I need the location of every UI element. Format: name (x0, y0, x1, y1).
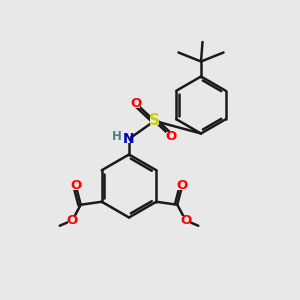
Text: O: O (67, 214, 78, 227)
Bar (177, 182, 186, 190)
Text: O: O (70, 179, 82, 192)
Bar (72, 182, 81, 190)
Text: N: N (123, 132, 134, 146)
Text: O: O (180, 214, 191, 227)
Text: H: H (112, 130, 121, 143)
Bar (150, 116, 159, 125)
Bar (131, 99, 140, 108)
Bar (167, 132, 176, 141)
Text: S: S (149, 113, 160, 128)
Bar (68, 216, 77, 224)
Bar (181, 216, 190, 224)
Text: O: O (165, 130, 177, 143)
Bar (117, 135, 130, 143)
Text: O: O (176, 179, 188, 192)
Text: O: O (130, 97, 142, 110)
